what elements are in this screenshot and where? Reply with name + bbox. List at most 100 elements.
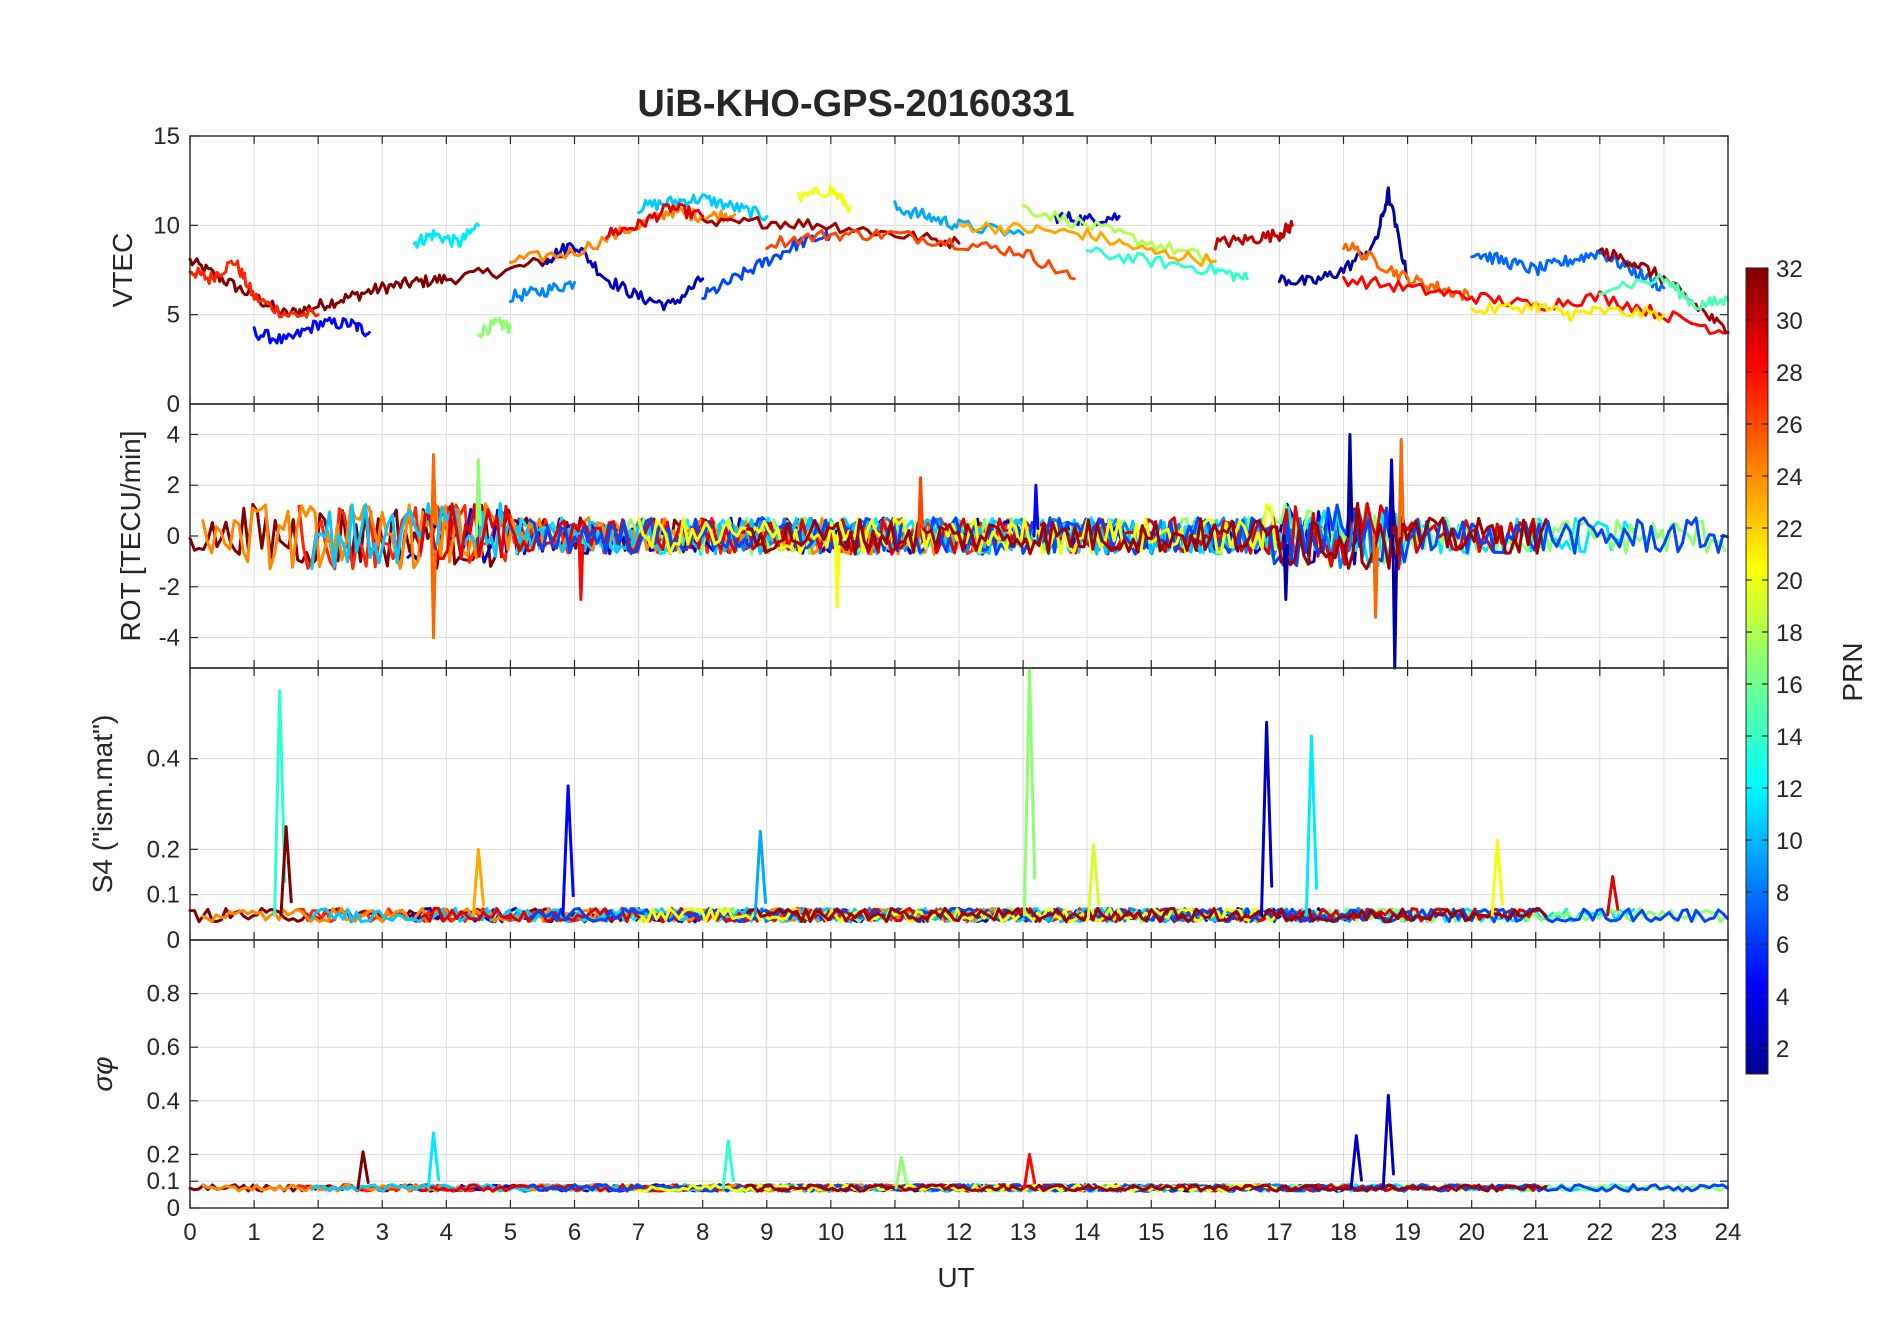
x-tick-label: 22 [1586, 1219, 1613, 1246]
vtec-series-line [1598, 272, 1730, 311]
s4-spike [279, 825, 293, 917]
sigma_phi-series [188, 1093, 1729, 1193]
colorbar-tick-label: 10 [1776, 828, 1803, 855]
x-tick-label: 14 [1074, 1219, 1101, 1246]
vtec-panel: 0 5 10 15 VTEC [107, 123, 1730, 418]
colorbar-tick-label: 12 [1776, 776, 1803, 803]
x-tick-label: 5 [504, 1219, 517, 1246]
sigma_phi-noise-line [746, 1183, 1548, 1193]
x-tick-label: 17 [1266, 1219, 1293, 1246]
sigma_phi-ytick-label: 0.8 [147, 981, 180, 1008]
x-tick-label: 20 [1458, 1219, 1485, 1246]
vtec-series-line [605, 202, 705, 240]
s4-spike [1259, 720, 1274, 917]
rot-spike [1388, 458, 1395, 538]
s4-spike [561, 784, 575, 917]
colorbar-tick-label: 8 [1776, 880, 1789, 907]
colorbar-tick-label: 16 [1776, 672, 1803, 699]
vtec-ytick-label: 15 [153, 123, 180, 150]
vtec-series-line [1342, 241, 1474, 301]
colorbar-tick-label: 30 [1776, 308, 1803, 335]
vtec-series-line [637, 193, 769, 222]
s4-spike [1606, 875, 1620, 917]
sigma_phi-ytick-label: 0.2 [147, 1141, 180, 1168]
rot-ylabel: ROT [TECU/min] [115, 430, 146, 641]
vtec-ytick-label: 5 [167, 302, 180, 329]
rot-ytick-label: 4 [167, 421, 180, 448]
x-tick-label: 1 [247, 1219, 260, 1246]
rot-spike [1032, 483, 1040, 538]
vtec-ylabel: VTEC [107, 233, 138, 308]
colorbar-tick-label: 22 [1776, 516, 1803, 543]
colorbar-tick-label: 28 [1776, 360, 1803, 387]
x-tick-label: 15 [1138, 1219, 1165, 1246]
x-tick-label: 7 [632, 1219, 645, 1246]
sigma_phi-spike [1022, 1152, 1037, 1190]
sigma_phi-spike [1381, 1093, 1395, 1190]
sigma_phi-spike [356, 1150, 370, 1190]
s4-spike [1304, 734, 1319, 917]
vtec-series-line [1598, 247, 1730, 335]
x-tick-label: 4 [440, 1219, 453, 1246]
rot-spike [1282, 534, 1290, 601]
rot-series [188, 432, 1729, 670]
vtec-series-line [1470, 300, 1666, 322]
rot-spike [577, 534, 585, 601]
rot-spike [430, 534, 437, 640]
vtec-series-line [1213, 220, 1294, 251]
colorbar-tick-label: 20 [1776, 568, 1803, 595]
x-tick-label: 18 [1330, 1219, 1357, 1246]
rot-ytick-label: 2 [167, 472, 180, 499]
rot-ytick-label: 0 [167, 523, 180, 550]
s4-grid [189, 668, 1729, 941]
vtec-series-line [893, 200, 1025, 237]
vtec-ytick-label: 0 [167, 391, 180, 418]
vtec-series-line [188, 259, 320, 319]
x-tick-label: 0 [183, 1219, 196, 1246]
rot-spike [917, 476, 924, 538]
rot-spike [1346, 432, 1354, 538]
s4-ytick-label: 0 [167, 927, 180, 954]
colorbar-tick-label: 6 [1776, 932, 1789, 959]
sigma_phi-grid [189, 940, 1729, 1209]
vtec-series-line [1470, 249, 1666, 292]
vtec-grid [189, 135, 1729, 405]
s4-ytick-label: 0.2 [147, 836, 180, 863]
s4-ytick-label: 0.4 [147, 746, 180, 773]
colorbar-tick-label: 24 [1776, 464, 1803, 491]
vtec-ytick-label: 10 [153, 212, 180, 239]
colorbar-tick-label: 18 [1776, 620, 1803, 647]
rot-spike [1372, 534, 1379, 619]
x-tick-label: 9 [760, 1219, 773, 1246]
rot-spike [833, 534, 841, 609]
s4-ylabel: S4 ("ism.mat") [87, 715, 118, 894]
sigma_phi-ytick-label: 0 [167, 1195, 180, 1222]
rot-ytick-label: -2 [159, 574, 180, 601]
vtec-series-line [701, 215, 961, 250]
rot-panel: -4 -2 0 2 4 ROT [TECU/min] [115, 403, 1729, 670]
s4-spike [1022, 666, 1037, 917]
vtec-series-line [508, 280, 576, 304]
s4-noise-line [746, 906, 1548, 924]
sigma_phi-ytick-label: 0.6 [147, 1034, 180, 1061]
colorbar-tick-label: 14 [1776, 724, 1803, 751]
rot-spike [1397, 438, 1405, 538]
rot-ytick-label: -4 [159, 625, 180, 652]
vtec-series-line [1085, 246, 1249, 283]
x-tick-label: 19 [1394, 1219, 1421, 1246]
s4-spike [1086, 843, 1101, 917]
rot-spike [430, 453, 437, 538]
sigma_phi-spike [721, 1139, 735, 1190]
s4-ytick-label: 0.1 [147, 882, 180, 909]
sigma_phi-spike [894, 1155, 908, 1190]
vtec-series-line [765, 228, 1076, 281]
colorbar-tick-label: 4 [1776, 984, 1789, 1011]
s4-panel: 0 0.1 0.2 0.4 S4 ("ism.mat") [87, 666, 1729, 954]
s4-spike [273, 689, 287, 917]
x-tick-label: 3 [376, 1219, 389, 1246]
x-tick-label: 23 [1651, 1219, 1678, 1246]
sigma_phi-ytick-label: 0.1 [147, 1168, 180, 1195]
s4-series [188, 666, 1729, 924]
